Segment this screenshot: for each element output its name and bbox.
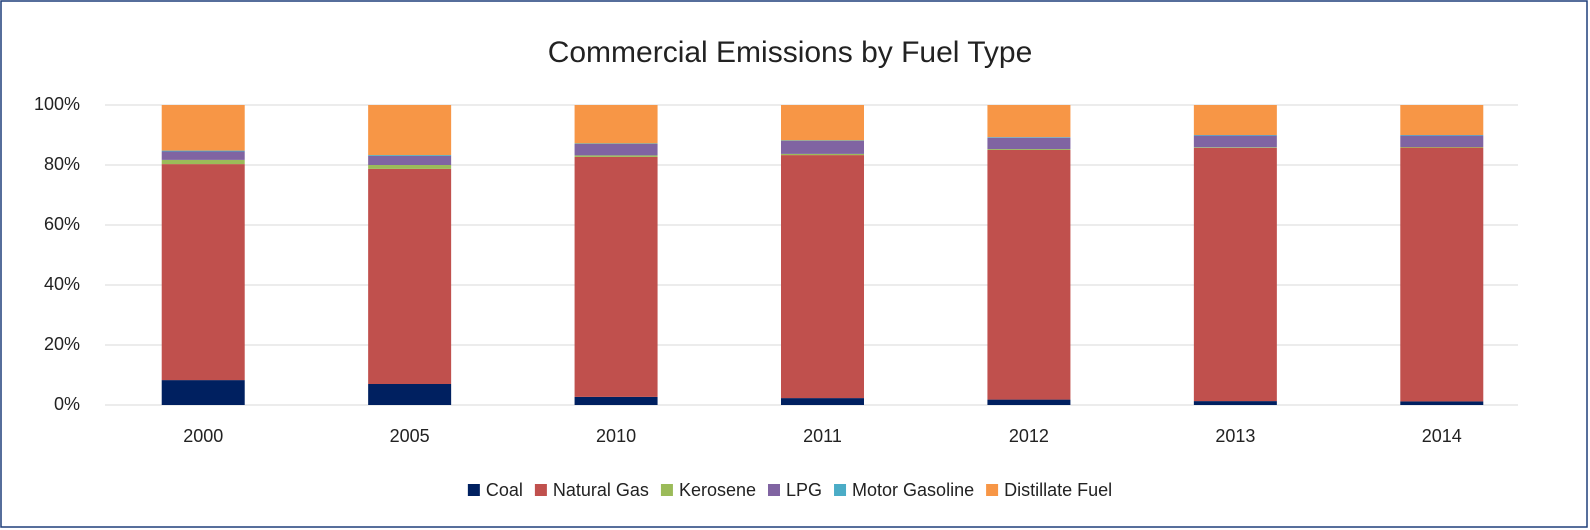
bar-segment [781, 398, 864, 405]
bar-segment [368, 155, 452, 156]
legend-swatch [768, 484, 780, 496]
bar-segment [1193, 135, 1277, 136]
bar-segment [368, 384, 452, 405]
legend-label: LPG [786, 480, 822, 500]
bar-segment [574, 155, 658, 157]
bar-segment [987, 149, 1071, 150]
x-tick-label: 2010 [596, 426, 636, 446]
bar-segment [781, 155, 864, 399]
bar-segment [987, 105, 1071, 138]
x-tick-label: 2012 [1009, 426, 1049, 446]
x-tick-label: 2013 [1215, 426, 1255, 446]
bar-segment [1193, 105, 1277, 135]
bar-segment [1193, 147, 1277, 148]
bar-segment [781, 141, 864, 154]
bar-segment [1193, 401, 1277, 405]
bar-segment [1193, 135, 1277, 148]
legend-label: Motor Gasoline [852, 480, 974, 500]
y-tick-label: 100% [34, 94, 80, 114]
bar-segment [161, 105, 245, 151]
bar-segment [161, 151, 245, 160]
y-tick-label: 0% [54, 394, 80, 414]
bar-segment [987, 150, 1071, 400]
bar-segment [987, 137, 1071, 138]
y-tick-label: 60% [44, 214, 80, 234]
bar-segment [1400, 105, 1484, 135]
x-tick-label: 2000 [183, 426, 223, 446]
bar-segment [987, 137, 1071, 150]
legend-swatch [834, 484, 847, 496]
bar-segment [574, 396, 658, 405]
bar-segment [161, 380, 245, 405]
bar-segment [781, 140, 864, 141]
bar-segment [574, 156, 658, 397]
x-tick-label: 2014 [1422, 426, 1462, 446]
bar-segment [574, 144, 658, 156]
legend-swatch [660, 484, 673, 496]
bar-segment [1400, 147, 1484, 402]
bar-segment [368, 105, 452, 156]
y-tick-label: 80% [44, 154, 80, 174]
bar-segment [781, 153, 864, 156]
bar-segment [1400, 147, 1484, 148]
bar-segment [1193, 147, 1277, 402]
bar-segment [1400, 401, 1484, 405]
y-tick-label: 20% [44, 334, 80, 354]
bar-segment [161, 150, 245, 152]
bar-segment [161, 164, 245, 381]
bar-segment [368, 165, 452, 169]
legend-swatch [534, 484, 547, 496]
bar-segment [574, 143, 658, 144]
bar-segment [987, 399, 1071, 405]
legend-swatch [986, 484, 999, 496]
bar-segment [1400, 135, 1484, 136]
bar-segment [368, 168, 452, 384]
legend-label: Kerosene [679, 480, 756, 500]
x-tick-label: 2005 [390, 426, 430, 446]
bar-segment [1400, 135, 1484, 147]
bar-segment [368, 156, 452, 165]
legend-label: Distillate Fuel [1004, 480, 1112, 500]
chart-title: Commercial Emissions by Fuel Type [548, 36, 1033, 69]
legend-label: Natural Gas [553, 480, 649, 500]
y-tick-label: 40% [44, 274, 80, 294]
legend-label: Coal [486, 480, 523, 500]
bar-segment [161, 159, 245, 165]
legend-swatch [467, 484, 480, 496]
bar-segment [574, 105, 658, 144]
bar-segment [781, 105, 864, 141]
x-tick-label: 2011 [803, 426, 842, 446]
